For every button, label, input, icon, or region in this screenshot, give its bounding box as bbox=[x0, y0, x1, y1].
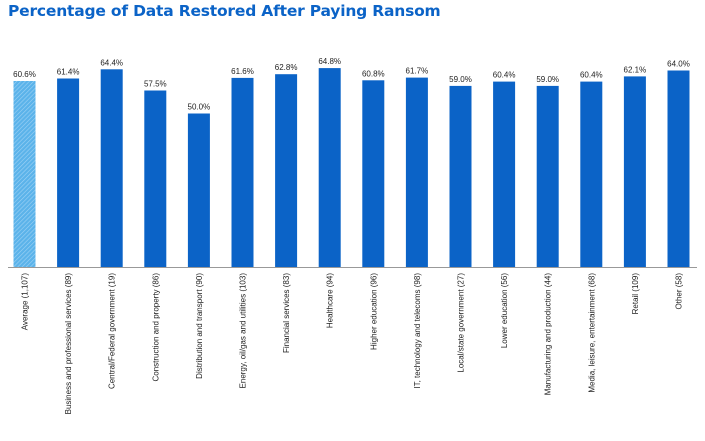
bar-3 bbox=[144, 90, 167, 267]
category-label: IT, technology and telecoms (98) bbox=[413, 273, 422, 389]
value-label: 59.0% bbox=[536, 75, 559, 84]
chart-title: Percentage of Data Restored After Paying… bbox=[8, 2, 441, 20]
category-label: Other (58) bbox=[675, 273, 684, 310]
bar-5 bbox=[231, 77, 254, 268]
bar-14 bbox=[623, 76, 646, 268]
category-label: Lower education (56) bbox=[500, 273, 509, 348]
category-label: Distribution and transport (90) bbox=[195, 273, 204, 379]
bar-7 bbox=[318, 68, 341, 267]
value-label: 50.0% bbox=[188, 103, 211, 112]
value-label: 60.6% bbox=[13, 70, 36, 79]
value-label: 61.6% bbox=[231, 67, 254, 76]
value-label: 64.0% bbox=[667, 60, 690, 69]
bars-group bbox=[13, 68, 690, 268]
category-label: Energy, oil/gas and utilities (103) bbox=[239, 273, 248, 389]
value-label: 62.8% bbox=[275, 63, 298, 72]
category-label: Business and professional services (89) bbox=[64, 273, 73, 415]
bar-13 bbox=[580, 81, 603, 267]
category-label: Media, leisure, entertainment (68) bbox=[587, 273, 596, 393]
value-label: 60.8% bbox=[362, 69, 385, 78]
category-label: Average (1,107) bbox=[21, 273, 30, 331]
value-label: 64.4% bbox=[100, 58, 123, 67]
bar-2 bbox=[100, 69, 123, 267]
bar-8 bbox=[362, 80, 385, 267]
bar-12 bbox=[536, 85, 559, 268]
value-label: 57.5% bbox=[144, 80, 167, 89]
category-label: Healthcare (94) bbox=[326, 273, 335, 328]
value-labels-group: 60.6% 61.4% 64.4% 57.5% 50.0% 61.6% 62.8% 64.8%… bbox=[13, 57, 690, 111]
category-label: Local/state government (27) bbox=[457, 273, 466, 373]
bar-4 bbox=[187, 113, 210, 267]
value-label: 61.4% bbox=[57, 68, 80, 77]
value-label: 59.0% bbox=[449, 75, 472, 84]
category-label: Retail (109) bbox=[631, 273, 640, 315]
bar-9 bbox=[405, 77, 428, 267]
category-labels-group: Average (1,107) Business and professional… bbox=[21, 273, 684, 415]
bar-10 bbox=[449, 85, 472, 268]
bar-1 bbox=[57, 78, 80, 267]
category-label: Higher education (96) bbox=[369, 273, 378, 350]
bar-11 bbox=[493, 81, 516, 267]
value-label: 62.1% bbox=[624, 65, 647, 74]
value-label: 60.4% bbox=[580, 71, 603, 80]
bar-6 bbox=[275, 74, 298, 267]
category-label: Manufacturing and production (44) bbox=[544, 273, 553, 396]
category-label: Financial services (83) bbox=[282, 273, 291, 353]
value-label: 61.7% bbox=[406, 67, 429, 76]
value-label: 60.4% bbox=[493, 71, 516, 80]
category-label: Construction and property (86) bbox=[151, 273, 160, 382]
value-label: 64.8% bbox=[318, 57, 341, 66]
bar-15 bbox=[667, 70, 690, 267]
category-label: Central/Federal government (19) bbox=[108, 273, 117, 389]
bar-average bbox=[13, 81, 36, 267]
